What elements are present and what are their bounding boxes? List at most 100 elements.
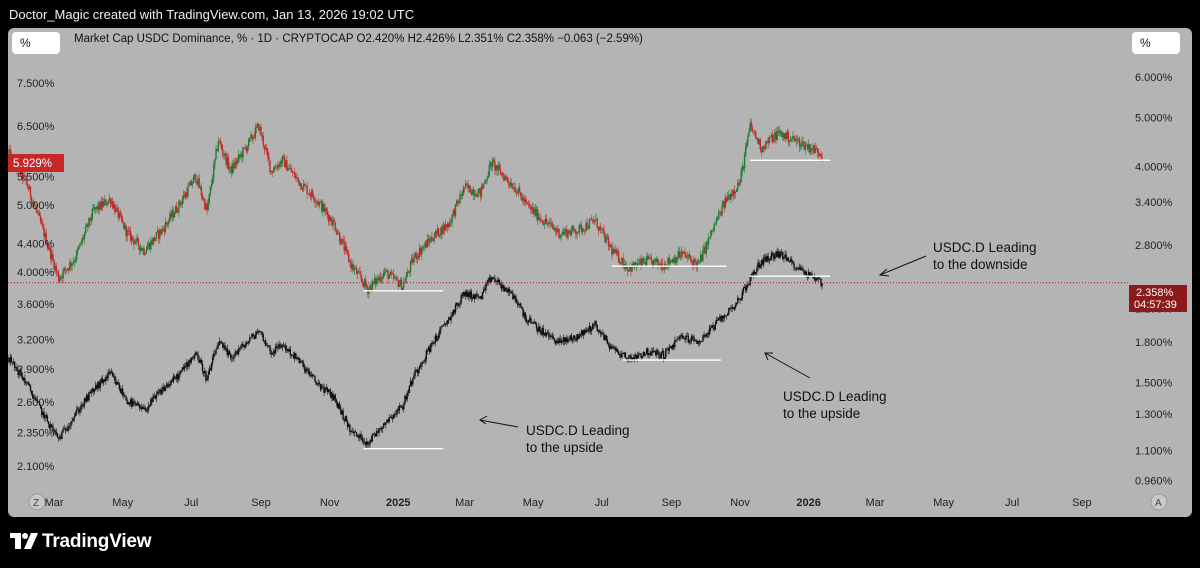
annotation-upside-left[interactable]: USDC.D Leading to the upside [479,415,630,455]
candle [742,165,745,171]
candle [178,370,180,383]
candle [561,229,564,237]
candle [671,257,674,264]
candle [265,342,268,346]
candle [565,336,567,345]
chart-canvas[interactable]: 8.500%7.500%6.500%5.500%5.000%4.400%4.00… [8,28,1192,517]
right-axis-tick-label: 1.300% [1135,409,1173,421]
candle [62,267,64,283]
candle [339,231,341,245]
candle [719,314,721,322]
candle [776,247,778,258]
candle [450,311,452,325]
candle [605,234,607,244]
candle [615,248,618,257]
candle [522,307,524,318]
candle [533,206,535,215]
candle [454,302,457,315]
candle [333,217,335,223]
candle [511,290,513,294]
candle [251,333,253,340]
right-axis-tick-label: 6.000% [1135,72,1173,84]
candle [741,289,743,301]
candle [133,238,135,250]
candle [233,158,235,172]
candle [705,332,708,338]
candle [75,405,78,416]
left-percent-scale-button[interactable]: % [12,32,60,54]
candle [460,292,462,306]
candle [548,329,550,341]
candle [652,259,655,269]
candle [653,350,656,353]
candle [701,341,703,343]
chart-panel[interactable]: 8.500%7.500%6.500%5.500%5.000%4.400%4.00… [8,28,1192,517]
candle [486,279,488,287]
candle [8,354,9,363]
candle [349,259,351,267]
candle [502,282,504,291]
candle [332,215,334,231]
annotation-downside[interactable]: USDC.D Leading to the downside [878,240,1037,277]
candle [585,220,587,233]
candle [240,344,242,351]
candle [765,253,767,263]
candle [719,209,721,214]
candle [762,254,765,268]
candle [12,358,15,365]
candle [389,415,392,419]
candle [285,159,287,169]
candle [757,137,759,145]
annotation-downside-line1: USDC.D Leading [933,240,1037,255]
candle [116,381,118,385]
candle [413,372,415,380]
candle [646,348,648,355]
candle [559,234,561,242]
candle [807,139,810,153]
candle [396,408,398,418]
candle [165,381,168,388]
annotation-upside-left-arrow [479,419,519,428]
candle [518,182,521,195]
candle [192,354,195,360]
candle [357,434,359,438]
candle [274,163,277,169]
candle [68,422,70,433]
annotation-upside-right[interactable]: USDC.D Leading to the upside [764,352,887,421]
candle [779,250,782,259]
candle [237,149,240,164]
candle [580,220,583,235]
candle [533,318,535,324]
auto-scale-right-button[interactable]: A [1150,493,1168,511]
candle [278,163,280,171]
candle [758,260,760,270]
candle [655,258,657,266]
time-axis-tick-label: May [523,497,544,509]
candle [774,252,776,262]
candle [61,273,63,284]
candle [310,188,313,202]
candle [278,340,280,350]
auto-scale-left-button[interactable]: Z [28,493,46,511]
candle [227,153,230,172]
candle [767,137,769,149]
candle [330,388,332,399]
candle [644,354,647,357]
candle [476,290,478,297]
candle [340,237,342,246]
candle [776,126,778,141]
candle [315,380,317,386]
candle [359,433,361,442]
candle [182,190,185,204]
candle [801,265,803,271]
candle [489,160,492,170]
candle [739,178,741,188]
candle [814,142,817,154]
candle [290,165,293,173]
candle [681,332,684,340]
right-percent-scale-button[interactable]: % [1132,32,1180,54]
candle [545,331,548,339]
candle [589,217,592,221]
candle [410,379,413,387]
candle [206,199,208,215]
